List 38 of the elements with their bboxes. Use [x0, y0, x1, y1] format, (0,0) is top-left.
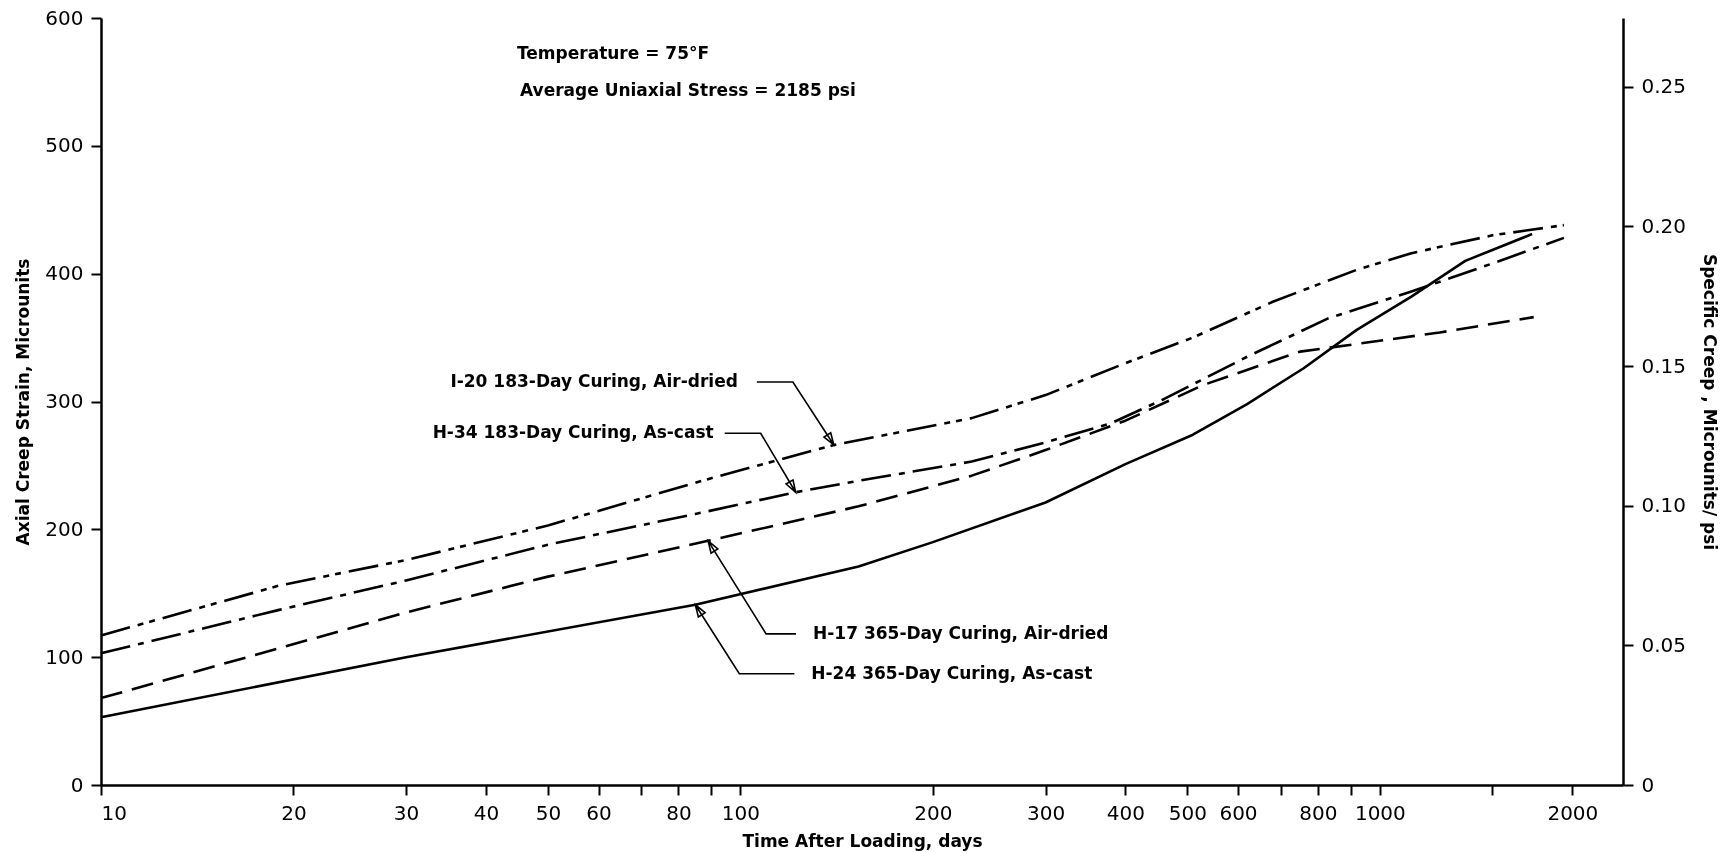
x-tick-label: 2000: [1547, 800, 1599, 825]
y-tick-label: 200: [45, 516, 84, 541]
annotation: Average Uniaxial Stress = 2185 psi: [520, 80, 856, 100]
x-tick-label: 1000: [1354, 800, 1406, 825]
y2-axis-title: Specific Creep , Microunits/ psi: [1700, 253, 1720, 551]
x-tick-label: 400: [1106, 800, 1146, 825]
x-tick-label: 50: [535, 800, 562, 825]
y-tick-label: 300: [45, 389, 84, 413]
x-tick-label: 300: [1026, 800, 1066, 825]
y-tick-label: 500: [45, 133, 84, 158]
y2-tick-label: 0.15: [1641, 353, 1687, 378]
annotation: I-20 183-Day Curing, Air-dried: [450, 370, 738, 391]
x-tick-label: 10: [101, 800, 127, 825]
y2-tick-label: 0.10: [1641, 493, 1687, 518]
x-tick-label: 200: [914, 800, 953, 825]
y2-tick-label: 0.05: [1641, 632, 1687, 657]
y-tick-label: 0: [70, 772, 84, 797]
x-tick-label: 30: [393, 800, 420, 825]
y-tick-label: 600: [45, 5, 84, 30]
y-tick-label: 100: [45, 644, 84, 669]
annotation: H-24 365-Day Curing, As-cast: [811, 662, 1093, 683]
x-tick-label: 60: [586, 800, 612, 825]
x-tick-label: 800: [1299, 800, 1338, 825]
annotation: H-17 365-Day Curing, Air-dried: [813, 622, 1109, 643]
x-tick-label: 40: [473, 800, 500, 825]
x-tick-label: 600: [1219, 800, 1258, 825]
annotation: H-34 183-Day Curing, As-cast: [432, 422, 714, 443]
x-tick-label: 20: [281, 800, 307, 825]
x-tick-label: 100: [721, 800, 761, 825]
x-tick-label: 80: [666, 800, 692, 825]
y2-tick-label: 0: [1641, 772, 1655, 797]
x-axis-title: Time After Loading, days: [742, 830, 983, 851]
annotation: Temperature = 75°F: [517, 43, 710, 63]
x-tick-label: 500: [1168, 800, 1207, 825]
y2-tick-label: 0.20: [1641, 213, 1687, 238]
y-axis-title: Axial Creep Strain, Microunits: [13, 258, 34, 546]
y2-tick-label: 0.25: [1641, 74, 1687, 99]
y-tick-label: 400: [45, 261, 84, 286]
